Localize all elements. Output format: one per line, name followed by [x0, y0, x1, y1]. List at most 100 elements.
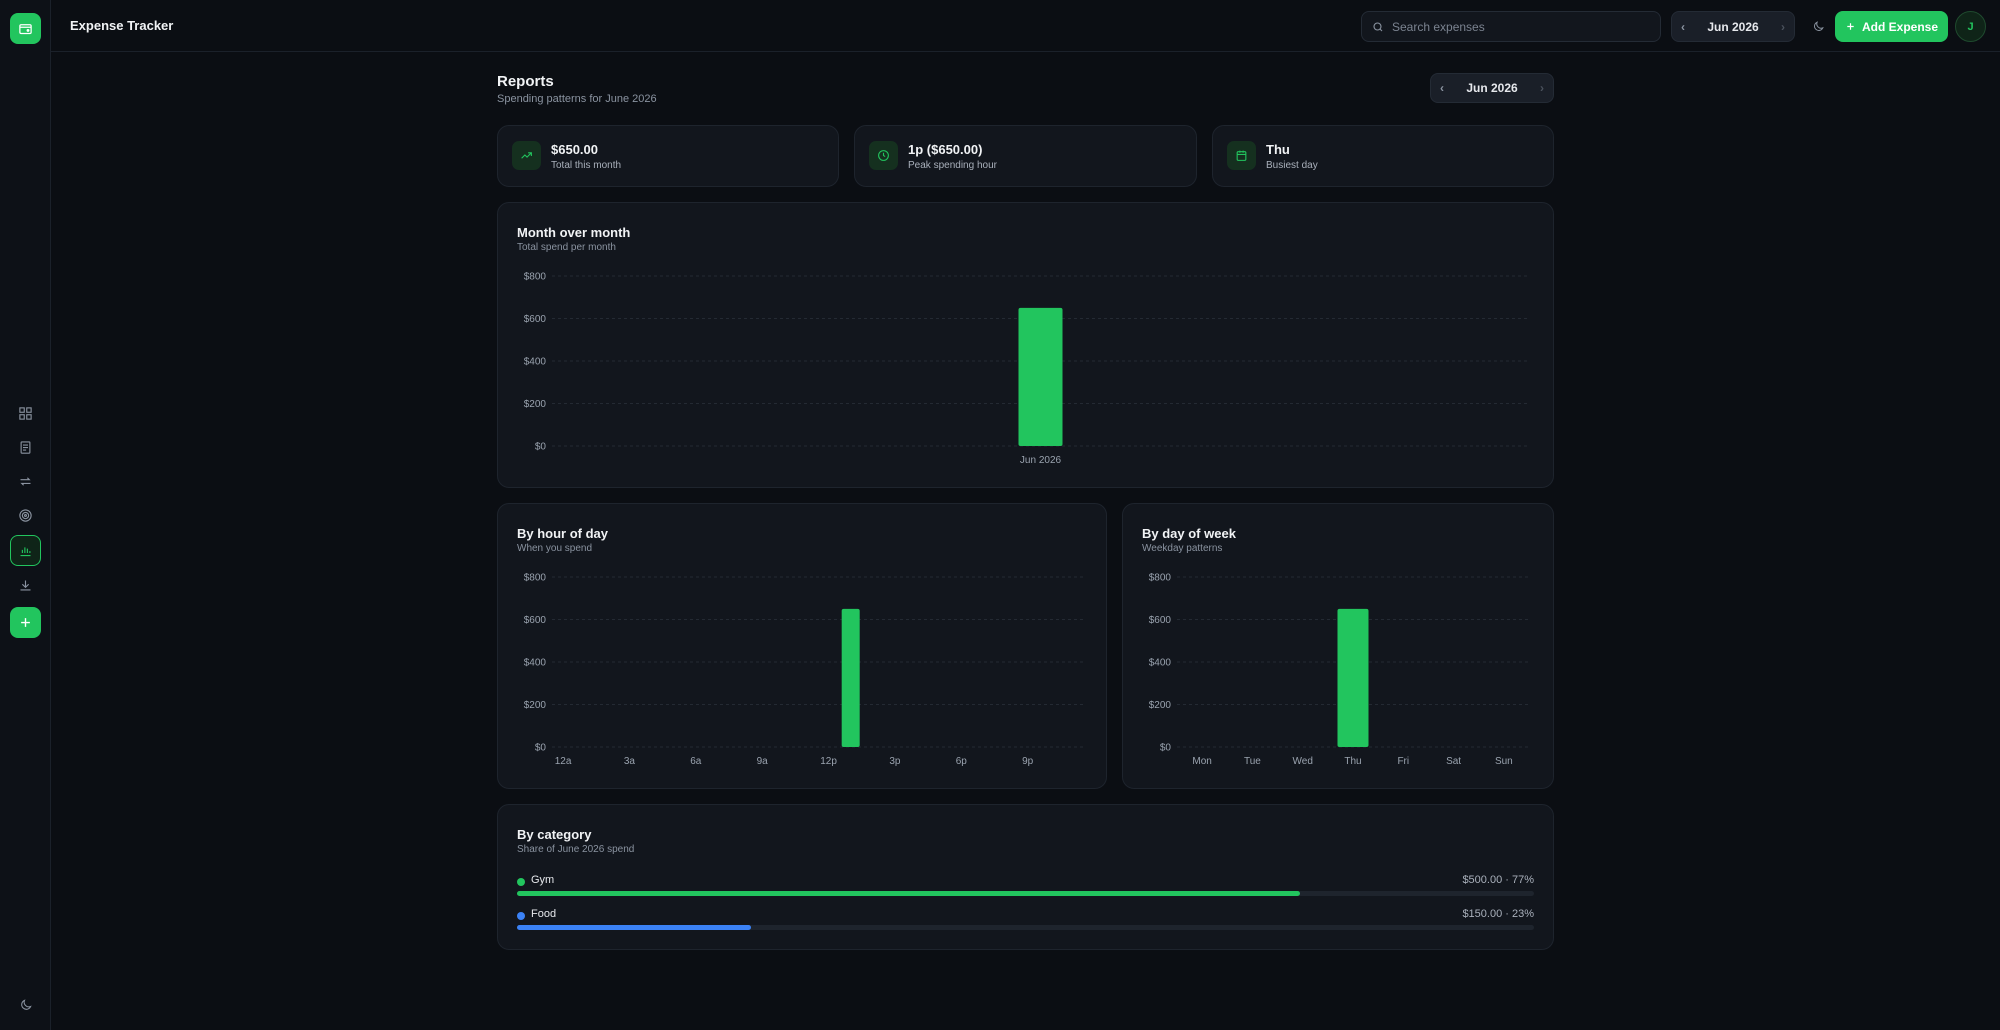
stat-label: Total this month [551, 160, 622, 171]
stat-card-total: $650.00 Total this month [497, 125, 839, 187]
report-month-label: Jun 2026 [1466, 81, 1518, 95]
receipt-icon[interactable] [10, 432, 41, 463]
bar[interactable] [1337, 608, 1369, 747]
x-tick-label: Wed [1293, 756, 1313, 767]
card-subtitle: Share of June 2026 spend [517, 844, 635, 855]
y-tick-label: $200 [524, 399, 547, 410]
add-expense-label: Add Expense [1861, 19, 1939, 34]
chevron-right-icon[interactable]: › [1781, 19, 1785, 34]
y-tick-label: $400 [524, 658, 547, 669]
card-subtitle: When you spend [517, 543, 593, 554]
y-tick-label: $600 [1149, 615, 1172, 626]
x-tick-label: Sat [1446, 756, 1461, 767]
app-title: Expense Tracker [70, 18, 174, 33]
theme-toggle-moon-icon[interactable] [1808, 16, 1828, 36]
category-dot [517, 878, 525, 886]
card-subtitle: Weekday patterns [1142, 543, 1223, 554]
x-tick-label: Jun 2026 [1020, 455, 1062, 466]
sidebar [0, 0, 51, 1030]
y-tick-label: $0 [535, 743, 547, 754]
header-month-picker: ‹ Jun 2026 › [1671, 11, 1795, 42]
bar-chart-icon[interactable] [10, 535, 41, 566]
report-month-picker: ‹ Jun 2026 › [1430, 73, 1554, 103]
x-tick-label: Thu [1344, 756, 1361, 767]
by-hour-card: By hour of day When you spend $0 $200 $400… [497, 503, 1107, 789]
y-tick-label: $600 [524, 615, 547, 626]
y-tick-label: $0 [1160, 743, 1172, 754]
month-over-month-card: Month over month Total spend per month $… [497, 202, 1554, 488]
category-row-food: Food $150.00 · 23% [517, 908, 1534, 938]
chevron-right-icon[interactable]: › [1540, 81, 1544, 95]
category-dot [517, 912, 525, 920]
card-title: Month over month [517, 225, 631, 240]
stat-card-peak-hour: 1p ($650.00) Peak spending hour [854, 125, 1197, 187]
category-row-gym: Gym $500.00 · 77% [517, 874, 1534, 904]
recurring-icon[interactable] [10, 466, 41, 497]
x-tick-label: 3p [889, 756, 901, 767]
plus-icon [1847, 23, 1854, 30]
moon-icon[interactable] [10, 989, 41, 1020]
plus-icon[interactable] [10, 607, 41, 638]
search-box[interactable] [1361, 11, 1661, 42]
stat-label: Peak spending hour [908, 160, 997, 171]
card-title: By hour of day [517, 526, 609, 541]
y-tick-label: $200 [1149, 700, 1172, 711]
x-tick-label: 9a [757, 756, 769, 767]
category-bar [517, 925, 751, 930]
x-tick-label: 12a [555, 756, 572, 767]
month-over-month-chart: $0 $200 $400 $600 $800 Jun 2026 [524, 272, 1529, 466]
bar[interactable] [1018, 307, 1063, 446]
category-name: Food [531, 908, 557, 920]
category-amount: $150.00 · 23% [1462, 908, 1534, 920]
stat-value: 1p ($650.00) [908, 142, 983, 157]
category-track [517, 925, 1534, 930]
category-amount: $500.00 · 77% [1462, 874, 1534, 886]
top-bar: Expense Tracker ‹ Jun 2026 › Add Expense… [51, 0, 2000, 52]
search-icon [1373, 21, 1383, 31]
category-track [517, 891, 1534, 896]
header-month-label: Jun 2026 [1707, 19, 1759, 34]
wallet-logo-icon[interactable] [10, 13, 41, 44]
chevron-left-icon[interactable]: ‹ [1440, 81, 1444, 95]
y-tick-label: $800 [524, 573, 547, 584]
add-expense-button[interactable]: Add Expense [1835, 11, 1948, 42]
clock-icon [869, 141, 898, 170]
by-day-chart: $0 $200 $400 $600 $800 Mon Tue Wed Thu Fri Sat Sun [1149, 573, 1529, 767]
bar[interactable] [841, 608, 860, 747]
x-tick-label: 6p [956, 756, 968, 767]
x-tick-label: Sun [1495, 756, 1513, 767]
card-subtitle: Total spend per month [517, 242, 616, 253]
x-tick-label: Mon [1192, 756, 1211, 767]
avatar[interactable]: J [1955, 11, 1986, 42]
chevron-left-icon[interactable]: ‹ [1681, 19, 1685, 34]
x-tick-label: 6a [690, 756, 702, 767]
stat-label: Busiest day [1266, 160, 1318, 171]
dashboard-icon[interactable] [10, 398, 41, 429]
category-bar [517, 891, 1301, 896]
x-tick-label: 12p [820, 756, 837, 767]
stat-value: Thu [1266, 142, 1290, 157]
download-icon[interactable] [10, 570, 41, 601]
trending-up-icon [512, 141, 541, 170]
search-input[interactable] [1392, 19, 1642, 34]
y-tick-label: $400 [1149, 658, 1172, 669]
x-tick-label: 3a [624, 756, 636, 767]
y-tick-label: $400 [524, 357, 547, 368]
x-tick-label: Tue [1244, 756, 1261, 767]
by-hour-chart: $0 $200 $400 $600 $800 12a 3a 6a 9a 12p 3p 6p 9p [524, 573, 1083, 767]
card-title: By category [517, 827, 592, 842]
page-subtitle: Spending patterns for June 2026 [497, 93, 657, 105]
category-name: Gym [531, 874, 555, 886]
y-tick-label: $800 [1149, 573, 1172, 584]
x-tick-label: Fri [1397, 756, 1409, 767]
by-day-card: By day of week Weekday patterns $0 $200 $4… [1122, 503, 1554, 789]
by-category-card: By category Share of June 2026 spend Gym… [497, 804, 1554, 950]
y-tick-label: $200 [524, 700, 547, 711]
x-tick-label: 9p [1022, 756, 1034, 767]
stat-value: $650.00 [551, 142, 598, 157]
calendar-icon [1227, 141, 1256, 170]
page-title: Reports [497, 73, 554, 90]
target-icon[interactable] [10, 500, 41, 531]
y-tick-label: $0 [535, 442, 547, 453]
y-tick-label: $600 [524, 314, 547, 325]
